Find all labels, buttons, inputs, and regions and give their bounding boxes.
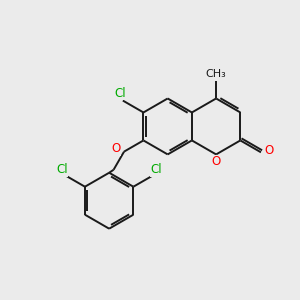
- Text: O: O: [111, 142, 120, 155]
- Text: CH₃: CH₃: [206, 69, 226, 79]
- Text: O: O: [265, 144, 274, 157]
- Text: Cl: Cl: [151, 163, 162, 176]
- Text: O: O: [212, 155, 221, 168]
- Text: Cl: Cl: [56, 163, 68, 176]
- Text: Cl: Cl: [115, 87, 126, 100]
